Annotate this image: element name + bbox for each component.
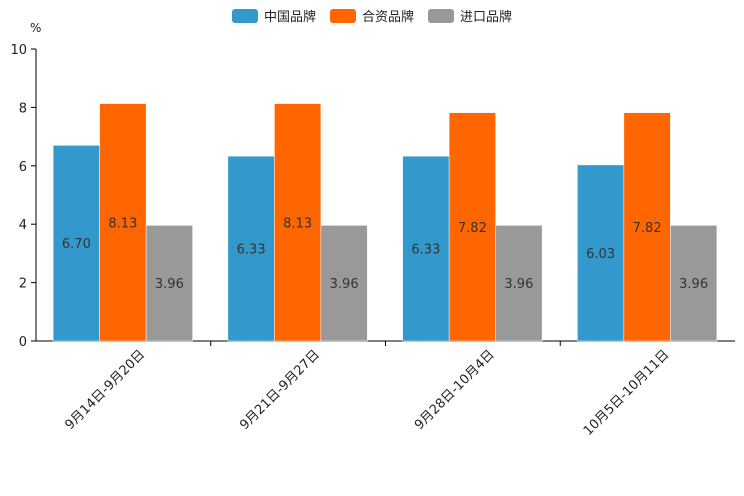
bar bbox=[577, 164, 625, 342]
bar-value-label: 3.96 bbox=[330, 277, 359, 292]
legend-item-import[interactable]: 进口品牌 bbox=[428, 6, 512, 25]
y-tick-label: 4 bbox=[19, 218, 27, 233]
bar bbox=[495, 225, 543, 342]
legend-swatch-china bbox=[231, 8, 258, 23]
bar-value-label: 7.82 bbox=[458, 221, 487, 236]
bar bbox=[448, 112, 496, 342]
x-tick-label: 9月28日-10月4日 bbox=[412, 347, 498, 433]
bar-value-label: 8.13 bbox=[108, 216, 137, 231]
bar-value-label: 3.96 bbox=[679, 277, 708, 292]
bar-value-label: 3.96 bbox=[504, 277, 533, 292]
bar-value-label: 6.33 bbox=[411, 243, 440, 258]
legend-swatch-jv bbox=[329, 8, 356, 23]
legend-label-jv: 合资品牌 bbox=[361, 10, 414, 25]
legend-label-china: 中国品牌 bbox=[263, 10, 316, 25]
legend: 中国品牌 合资品牌 进口品牌 bbox=[0, 6, 744, 25]
y-tick-label: 10 bbox=[10, 43, 27, 58]
bar bbox=[227, 155, 275, 342]
y-tick-label: 6 bbox=[19, 160, 27, 175]
legend-label-import: 进口品牌 bbox=[460, 10, 513, 25]
y-tick-label: 2 bbox=[19, 277, 27, 292]
x-tick-label: 9月14日-9月20日 bbox=[62, 347, 148, 433]
bar bbox=[145, 225, 193, 342]
bar-value-label: 7.82 bbox=[633, 221, 662, 236]
y-tick-label: 8 bbox=[19, 101, 27, 116]
bar bbox=[320, 225, 368, 342]
legend-item-china[interactable]: 中国品牌 bbox=[231, 6, 316, 25]
bar-value-label: 6.33 bbox=[237, 243, 266, 258]
legend-swatch-import bbox=[428, 8, 454, 23]
x-tick-label: 10月5日-10月11日 bbox=[581, 347, 673, 439]
bar bbox=[99, 103, 147, 342]
bar-value-label: 6.03 bbox=[586, 247, 615, 262]
bar-value-label: 6.70 bbox=[62, 237, 91, 252]
bar-value-label: 3.96 bbox=[155, 277, 184, 292]
bar-value-label: 8.13 bbox=[283, 216, 312, 231]
bar bbox=[274, 103, 322, 342]
y-unit-label: % bbox=[30, 21, 42, 35]
bar bbox=[670, 225, 718, 342]
bar bbox=[402, 155, 450, 342]
y-tick-label: 0 bbox=[19, 335, 27, 350]
legend-item-jv[interactable]: 合资品牌 bbox=[329, 6, 414, 25]
x-tick-label: 9月21日-9月27日 bbox=[237, 347, 323, 433]
